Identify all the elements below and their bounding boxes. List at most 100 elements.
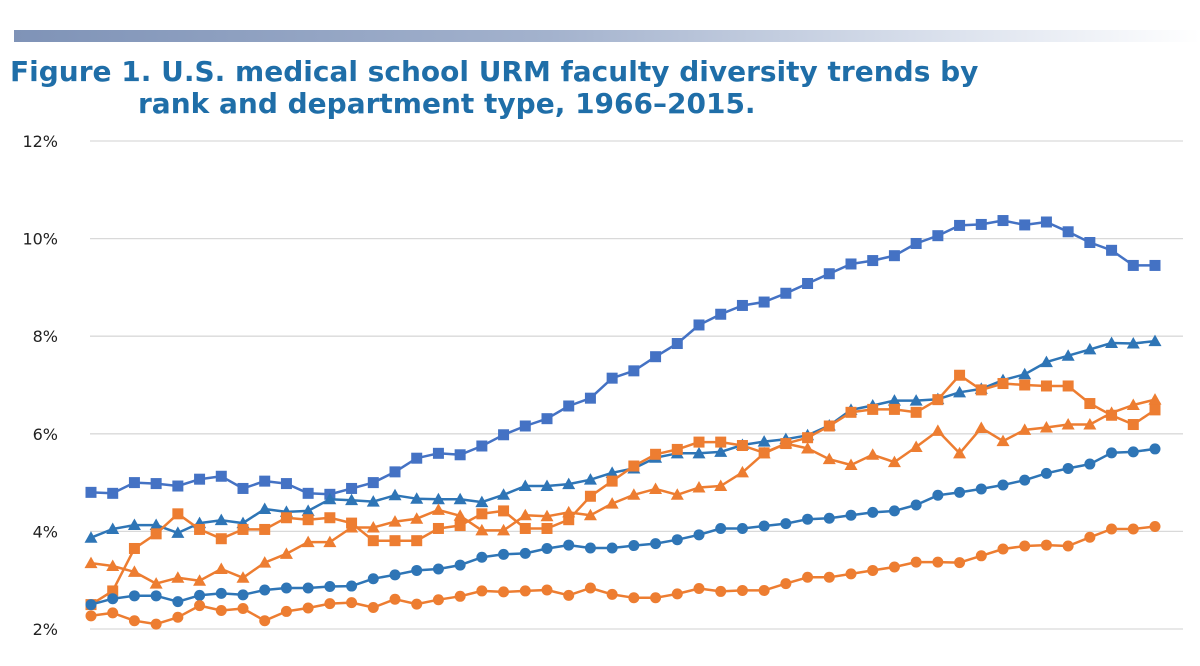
series-1 xyxy=(85,215,1161,500)
triangle-marker xyxy=(1105,336,1119,349)
triangle-marker xyxy=(1148,334,1162,347)
triangle-marker xyxy=(1105,406,1119,418)
square-marker xyxy=(432,447,444,459)
square-marker xyxy=(128,477,140,489)
circle-marker xyxy=(606,542,618,554)
circle-marker xyxy=(389,569,401,581)
header-gradient-bar xyxy=(14,30,1200,42)
square-marker xyxy=(498,429,510,441)
triangle-marker xyxy=(605,497,619,509)
circle-marker xyxy=(888,561,900,573)
square-marker xyxy=(628,365,640,377)
circle-marker xyxy=(823,571,835,583)
triangle-marker xyxy=(345,493,359,506)
circle-marker xyxy=(1127,523,1139,535)
square-marker xyxy=(432,522,444,534)
square-marker xyxy=(302,487,314,499)
circle-marker xyxy=(259,584,271,596)
square-marker xyxy=(215,470,227,482)
square-marker xyxy=(454,449,466,461)
circle-marker xyxy=(1084,458,1096,470)
circle-marker xyxy=(389,593,401,605)
square-marker xyxy=(302,514,314,526)
square-marker xyxy=(1127,419,1139,431)
series-4 xyxy=(84,393,1162,589)
circle-marker xyxy=(541,542,553,554)
triangle-marker xyxy=(779,437,793,449)
square-marker xyxy=(584,392,596,404)
triangle-marker xyxy=(866,448,880,460)
circle-marker xyxy=(758,584,770,596)
square-marker xyxy=(975,384,987,396)
square-marker xyxy=(1040,380,1052,392)
square-marker xyxy=(1149,259,1161,271)
triangle-marker xyxy=(714,445,728,457)
circle-marker xyxy=(1019,474,1031,486)
series-line xyxy=(90,339,1156,539)
y-tick-label: 4% xyxy=(33,522,58,541)
circle-marker xyxy=(780,578,792,590)
square-marker xyxy=(367,477,379,489)
triangle-marker xyxy=(605,466,619,478)
circle-marker xyxy=(346,580,358,592)
circle-marker xyxy=(150,590,162,602)
circle-marker xyxy=(671,534,683,546)
circle-marker xyxy=(715,585,727,597)
square-marker xyxy=(693,319,705,331)
square-marker xyxy=(888,250,900,262)
triangle-marker xyxy=(1039,355,1053,368)
series-line xyxy=(90,219,1155,496)
square-marker xyxy=(867,255,879,267)
triangle-marker xyxy=(258,502,272,514)
square-marker xyxy=(606,475,618,487)
series-line xyxy=(90,373,1156,606)
circle-marker xyxy=(845,568,857,580)
square-marker xyxy=(541,522,553,534)
triangle-marker xyxy=(1126,398,1140,411)
square-marker xyxy=(237,523,249,535)
circle-marker xyxy=(888,505,900,517)
triangle-marker xyxy=(453,509,467,521)
square-marker xyxy=(954,369,966,381)
circle-marker xyxy=(823,512,835,524)
square-marker xyxy=(476,508,488,520)
square-marker xyxy=(519,522,531,534)
square-marker xyxy=(888,403,900,415)
circle-marker xyxy=(194,600,206,612)
square-marker xyxy=(1062,380,1074,392)
square-marker xyxy=(997,378,1009,390)
circle-marker xyxy=(932,489,944,501)
square-marker xyxy=(346,482,358,494)
series-line xyxy=(90,398,1156,585)
triangle-marker xyxy=(431,503,445,515)
circle-marker xyxy=(237,589,249,601)
square-marker xyxy=(584,490,596,502)
triangle-marker xyxy=(692,480,706,493)
circle-marker xyxy=(498,548,510,560)
square-marker xyxy=(932,230,944,242)
triangle-marker xyxy=(909,394,923,406)
square-marker xyxy=(194,473,206,485)
triangle-marker xyxy=(106,522,120,534)
triangle-marker xyxy=(562,477,576,490)
triangle-marker xyxy=(757,435,771,447)
square-marker xyxy=(259,475,271,487)
triangle-marker xyxy=(562,505,576,518)
triangle-marker xyxy=(583,508,597,521)
triangle-marker xyxy=(171,526,185,538)
triangle-marker xyxy=(931,424,945,436)
triangle-marker xyxy=(497,523,511,536)
square-marker xyxy=(280,512,292,524)
square-marker xyxy=(85,486,97,498)
circle-marker xyxy=(1127,446,1139,458)
square-marker xyxy=(563,400,575,412)
circle-marker xyxy=(476,551,488,563)
circle-marker xyxy=(519,547,531,559)
square-marker xyxy=(411,452,423,464)
circle-marker xyxy=(302,582,314,594)
triangle-marker xyxy=(301,535,315,548)
series-6 xyxy=(85,521,1161,630)
triangle-marker xyxy=(410,492,424,504)
triangle-marker xyxy=(497,488,511,500)
square-marker xyxy=(715,308,727,320)
